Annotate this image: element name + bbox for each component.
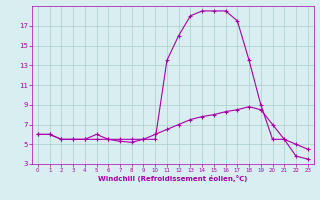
X-axis label: Windchill (Refroidissement éolien,°C): Windchill (Refroidissement éolien,°C) — [98, 175, 247, 182]
